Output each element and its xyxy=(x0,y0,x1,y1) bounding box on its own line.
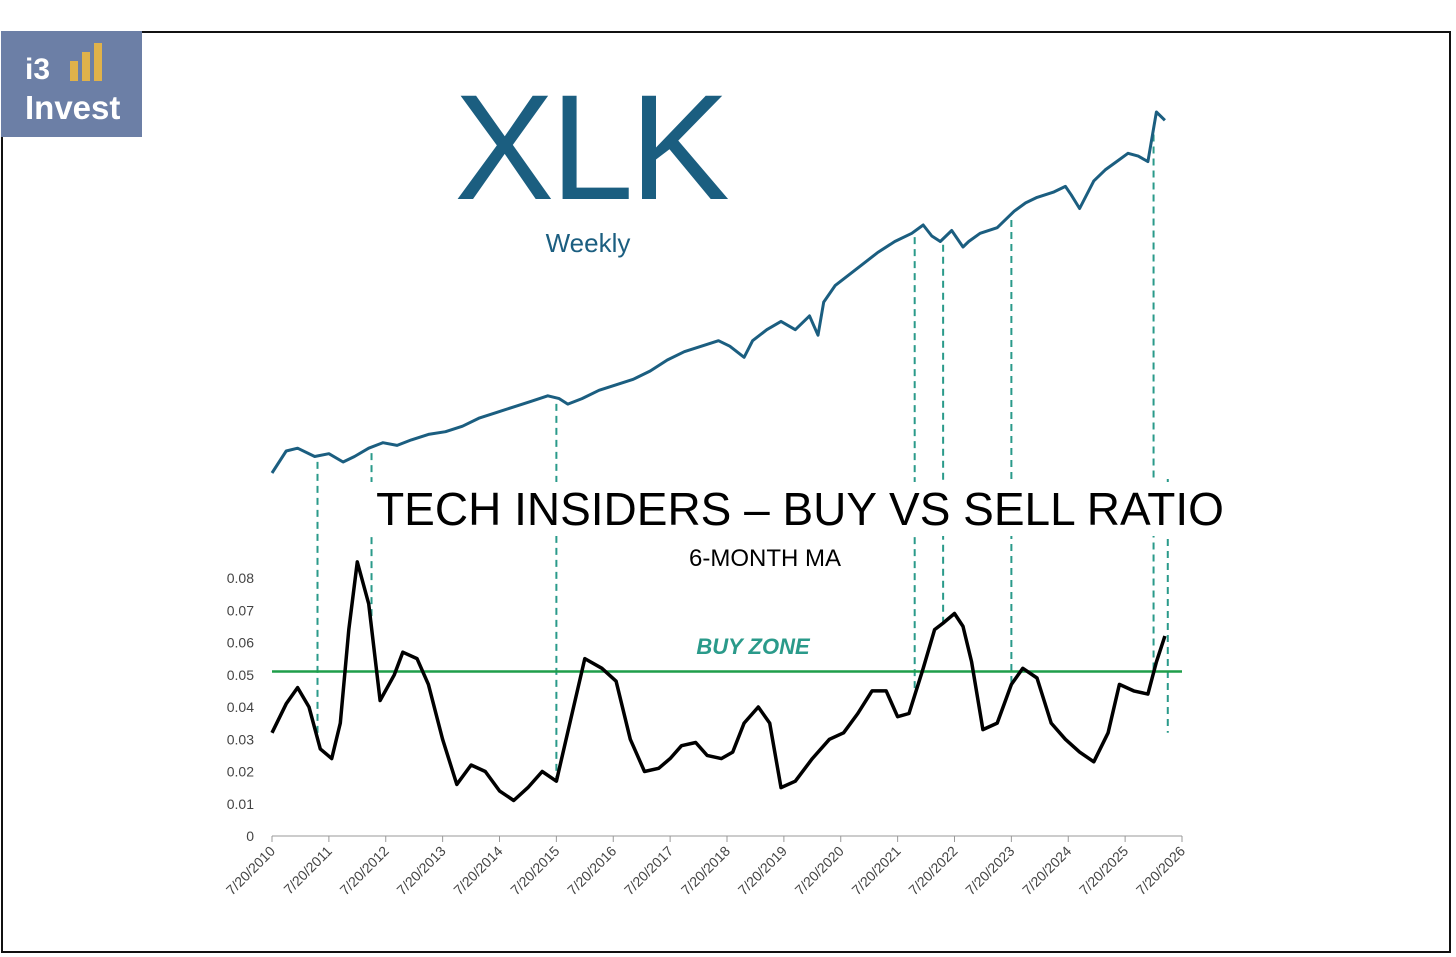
x-tick-label: 7/20/2010 xyxy=(223,843,279,899)
bar-chart-icon xyxy=(70,43,102,81)
x-tick-label: 7/20/2012 xyxy=(337,843,393,899)
x-tick-label: 7/20/2022 xyxy=(905,843,961,899)
y-tick-label: 0 xyxy=(246,828,254,844)
logo-line-1: i3 xyxy=(25,53,51,86)
y-tick-label: 0.03 xyxy=(227,731,254,747)
y-tick-label: 0.08 xyxy=(227,570,254,586)
x-tick-label: 7/20/2023 xyxy=(962,843,1018,899)
x-tick-label: 7/20/2017 xyxy=(621,843,677,899)
x-tick-label: 7/20/2013 xyxy=(393,843,449,899)
logo-line-2: Invest xyxy=(25,89,121,126)
x-tick-label: 7/20/2020 xyxy=(792,843,848,899)
ratio-chart-subtitle: 6-MONTH MA xyxy=(640,545,890,573)
y-tick-label: 0.06 xyxy=(227,635,254,651)
x-tick-label: 7/20/2021 xyxy=(848,843,904,899)
y-tick-label: 0.04 xyxy=(227,699,254,715)
x-tick-label: 7/20/2015 xyxy=(507,843,563,899)
x-tick-label: 7/20/2018 xyxy=(678,843,734,899)
xlk-chart-subtitle: Weekly xyxy=(545,228,631,258)
x-tick-label: 7/20/2019 xyxy=(735,843,791,899)
y-tick-label: 0.01 xyxy=(227,796,254,812)
x-tick-label: 7/20/2024 xyxy=(1019,843,1075,899)
x-tick-label: 7/20/2026 xyxy=(1133,843,1189,899)
x-tick-label: 7/20/2016 xyxy=(564,843,620,899)
y-tick-label: 0.02 xyxy=(227,764,254,780)
ratio-series-line xyxy=(270,560,1167,803)
x-tick-label: 7/20/2025 xyxy=(1076,843,1132,899)
xlk-chart-title: XLK xyxy=(454,63,730,231)
x-tick-label: 7/20/2014 xyxy=(450,843,506,899)
y-tick-label: 0.07 xyxy=(227,602,254,618)
x-tick-label: 7/20/2011 xyxy=(280,843,335,898)
i3-invest-logo: i3 Invest xyxy=(1,31,142,137)
buy-zone-label: BUY ZONE xyxy=(696,634,810,659)
xlk-price-line xyxy=(270,110,1166,474)
y-tick-label: 0.05 xyxy=(227,667,254,683)
ratio-chart-title: TECH INSIDERS – BUY VS SELL RATIO xyxy=(360,482,1240,536)
